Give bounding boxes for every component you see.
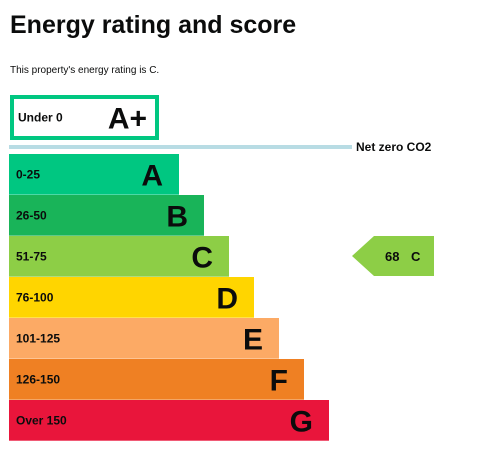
band-b-letter: B	[166, 201, 188, 234]
band-e-letter: E	[243, 324, 263, 357]
band-c-range: 51-75	[16, 250, 47, 264]
band-b-range: 26-50	[16, 209, 47, 223]
band-b-bar	[9, 195, 204, 236]
band-f-range: 126-150	[16, 373, 60, 387]
net-zero-line	[9, 145, 352, 149]
band-g-bar	[9, 400, 329, 441]
rating-bands: Under 0 A+ 0-25 A 26-50 B 51-75 C 76-100 D 101-125…	[9, 95, 329, 441]
band-e-bar	[9, 318, 279, 359]
band-c-letter: C	[191, 242, 213, 275]
page-title: Energy rating and score	[10, 11, 297, 39]
band-f-letter: F	[270, 365, 288, 398]
current-letter: C	[411, 249, 421, 264]
current-score: 68	[385, 249, 399, 264]
current-rating-marker: 68 C	[352, 236, 434, 276]
band-d-letter: D	[216, 283, 238, 316]
band-d-bar	[9, 277, 254, 318]
band-g-range: Over 150	[16, 414, 67, 428]
net-zero-label: Net zero CO2	[356, 140, 432, 154]
band-a-range: 0-25	[16, 168, 40, 182]
band-f-bar	[9, 359, 304, 400]
band-a-plus-letter: A+	[108, 103, 147, 136]
current-rating-arrow	[352, 236, 434, 276]
band-a-plus-bar	[10, 95, 159, 140]
rating-summary: This property's energy rating is C.	[10, 65, 160, 76]
band-e-range: 101-125	[16, 332, 60, 346]
band-a-plus-range: Under 0	[18, 111, 63, 125]
band-c-bar	[9, 236, 229, 277]
band-d-range: 76-100	[16, 291, 54, 305]
band-a-letter: A	[141, 160, 163, 193]
band-a-bar	[9, 154, 179, 195]
band-g-letter: G	[290, 406, 313, 439]
net-zero-marker: Net zero CO2	[9, 140, 432, 154]
